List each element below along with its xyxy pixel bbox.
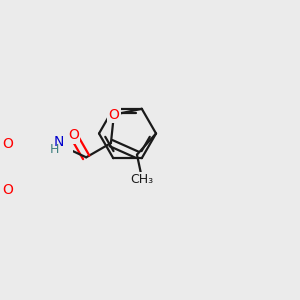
Text: O: O xyxy=(2,137,13,151)
Text: H: H xyxy=(50,142,59,155)
Text: O: O xyxy=(2,183,13,197)
Text: O: O xyxy=(109,108,119,122)
Text: CH₃: CH₃ xyxy=(131,173,154,186)
Text: N: N xyxy=(54,135,64,149)
Text: O: O xyxy=(68,128,79,142)
